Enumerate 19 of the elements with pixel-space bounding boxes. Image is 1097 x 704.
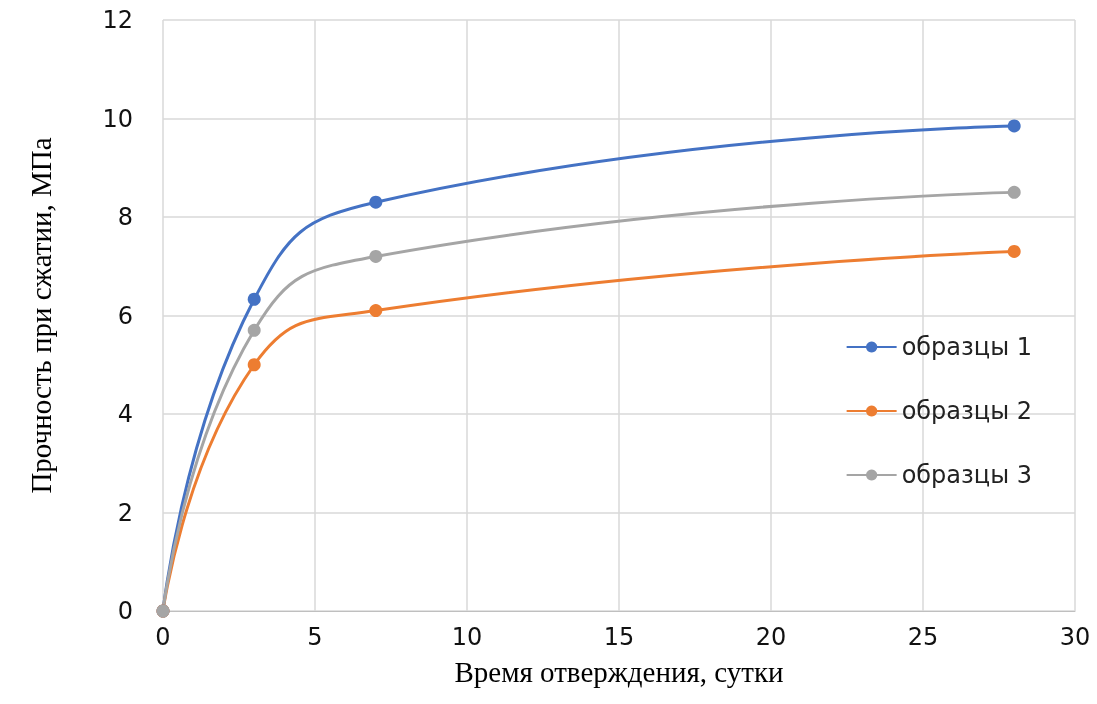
x-tick-label: 0: [155, 623, 171, 651]
y-tick-label: 2: [117, 498, 133, 527]
x-tick-label: 30: [1059, 623, 1091, 651]
x-tick-label: 15: [603, 623, 635, 651]
y-tick-label: 8: [117, 203, 133, 231]
y-tick-label: 4: [117, 400, 133, 428]
y-tick-label: 12: [102, 6, 133, 34]
x-tick-label: 25: [907, 623, 939, 651]
y-tick-label: 6: [117, 301, 133, 330]
x-tick-label: 5: [307, 623, 323, 651]
legend-label: образцы 3: [901, 461, 1032, 489]
legend-label: образцы 1: [901, 333, 1032, 361]
x-tick-label: 10: [451, 623, 483, 651]
x-tick-label: 20: [755, 623, 787, 651]
y-axis-title: Прочность при сжатии, МПа: [24, 137, 57, 494]
y-tick-label: 0: [117, 597, 133, 625]
legend-label: образцы 2: [901, 397, 1032, 425]
x-axis-title: Время отверждения, сутки: [454, 655, 784, 688]
y-tick-label: 10: [102, 104, 133, 133]
